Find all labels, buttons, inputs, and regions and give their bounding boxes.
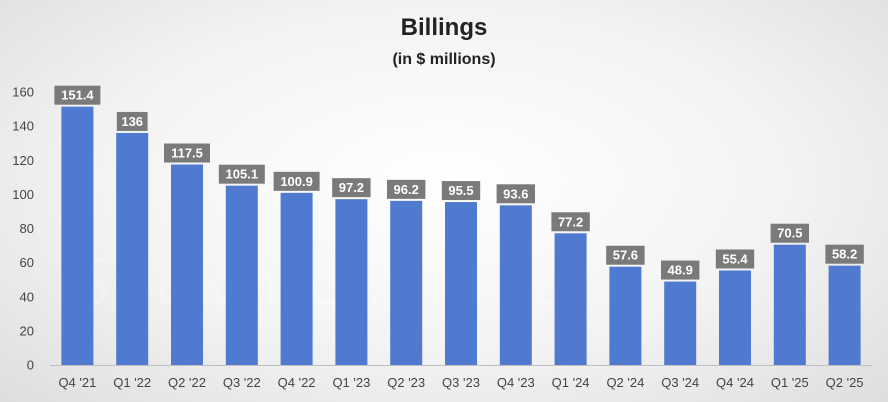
x-tick-label: Q2 '24 <box>606 375 644 390</box>
bar <box>773 244 806 365</box>
chart-title: Billings <box>400 14 488 41</box>
data-label: 117.5 <box>171 146 203 161</box>
bar <box>280 192 313 365</box>
data-label-box <box>551 212 590 232</box>
data-label-box <box>441 181 481 201</box>
x-tick-label: Q1 '22 <box>113 375 151 390</box>
bar <box>61 106 94 365</box>
data-label-box <box>387 179 426 199</box>
data-label: 48.9 <box>668 263 693 278</box>
bar <box>554 233 587 365</box>
x-tick-label: Q3 '24 <box>661 375 699 390</box>
data-label: 57.6 <box>613 248 638 263</box>
y-tick-label: 120 <box>12 153 34 168</box>
data-label: 100.9 <box>280 174 313 189</box>
x-tick-label: Q4 '22 <box>278 375 316 390</box>
x-tick-label: Q1 '24 <box>552 375 590 390</box>
bar <box>390 200 423 365</box>
data-label-box <box>54 85 101 105</box>
data-label: 70.5 <box>777 226 802 241</box>
data-label: 77.2 <box>558 214 583 229</box>
bars: 151.4 136 117.5 105.1 100.9 97.2 96.2 95.5 93.6 7… <box>54 85 864 365</box>
x-tick-label: Q1 '25 <box>771 375 809 390</box>
x-tick-label: Q2 '22 <box>168 375 206 390</box>
y-axis: 0 20 40 60 80 100 120 140 160 <box>12 85 34 373</box>
data-label: 151.4 <box>61 88 94 103</box>
data-label-box <box>116 111 148 131</box>
data-label-box <box>606 245 645 265</box>
bar <box>719 270 751 365</box>
x-tick-label: Q4 '23 <box>497 375 535 390</box>
y-tick-label: 0 <box>27 358 34 373</box>
bar <box>335 199 368 365</box>
x-tick-label: Q3 '23 <box>442 375 480 390</box>
y-tick-label: 100 <box>12 187 34 202</box>
x-axis: Q4 '21 Q1 '22 Q2 '22 Q3 '22 Q4 '22 Q1 '23 Q2 '… <box>50 365 872 390</box>
y-tick-label: 80 <box>20 221 34 236</box>
y-tick-label: 160 <box>12 85 34 100</box>
bar <box>116 132 149 365</box>
x-tick-label: Q3 '22 <box>223 375 261 390</box>
data-label: 93.6 <box>503 186 528 201</box>
data-label-box <box>218 164 265 184</box>
data-label-box <box>825 244 864 264</box>
data-label: 136 <box>121 114 143 129</box>
data-label-box <box>164 143 210 163</box>
bar <box>499 205 532 365</box>
data-label: 97.2 <box>339 180 364 195</box>
data-label-box <box>770 223 809 243</box>
bar <box>225 185 258 365</box>
bar <box>828 265 861 365</box>
y-tick-label: 40 <box>20 289 34 304</box>
x-tick-label: Q1 '23 <box>332 375 370 390</box>
x-tick-label: Q4 '21 <box>58 375 96 390</box>
data-label-box <box>496 184 535 204</box>
bar <box>664 281 697 365</box>
data-label: 95.5 <box>448 183 473 198</box>
data-label-box <box>332 178 371 198</box>
watermark: Seeking Alpha <box>72 241 572 321</box>
data-label: 96.2 <box>394 182 419 197</box>
chart-subtitle: (in $ millions) <box>392 51 496 68</box>
bar <box>609 266 642 365</box>
y-tick-label: 60 <box>20 255 34 270</box>
data-label: 58.2 <box>832 247 857 262</box>
x-tick-label: Q2 '25 <box>826 375 864 390</box>
x-tick-label: Q4 '24 <box>716 375 754 390</box>
x-tick-label: Q2 '23 <box>387 375 425 390</box>
data-label-box <box>715 249 755 269</box>
bar <box>445 202 477 365</box>
data-label: 105.1 <box>226 167 259 182</box>
y-tick-label: 20 <box>20 323 34 338</box>
y-tick-label: 140 <box>12 119 34 134</box>
data-label-box <box>661 260 700 280</box>
bar <box>171 164 203 365</box>
data-label: 55.4 <box>722 251 748 266</box>
data-label-box <box>273 171 320 191</box>
